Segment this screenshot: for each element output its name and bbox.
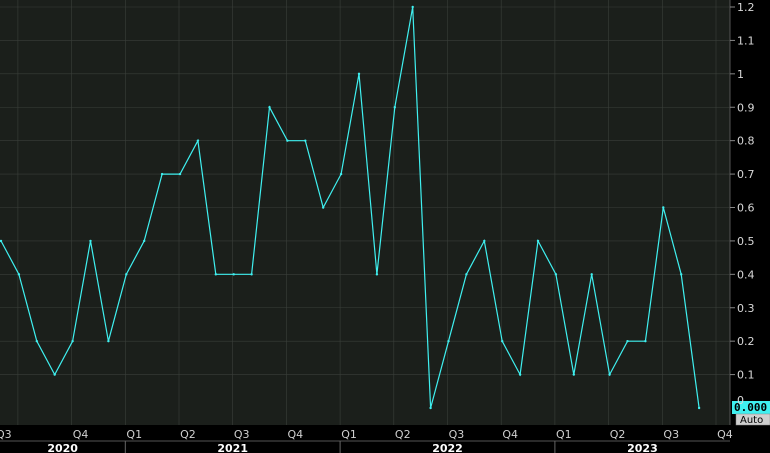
data-point <box>322 206 325 209</box>
data-point <box>250 273 253 276</box>
data-point <box>214 273 217 276</box>
data-point <box>268 106 271 109</box>
data-point <box>71 339 74 343</box>
data-point <box>196 139 200 142</box>
y-tick-label: 1.2 <box>737 1 755 14</box>
data-point <box>554 273 558 276</box>
y-tick-label: 0.1 <box>737 369 755 382</box>
y-tick-label: 0.2 <box>737 335 755 348</box>
data-point <box>35 339 38 343</box>
x-tick-label: Q2 <box>610 428 626 441</box>
data-point <box>572 373 575 376</box>
x-tick-label: Q3 <box>234 428 250 441</box>
x-axis-band <box>0 425 730 453</box>
data-point <box>393 106 396 109</box>
data-point <box>518 373 522 376</box>
data-point <box>339 172 343 176</box>
x-tick-label: Q4 <box>717 428 733 441</box>
y-tick-label: 0.4 <box>737 268 755 281</box>
y-tick-label: 0.7 <box>737 168 755 181</box>
data-point <box>590 273 593 276</box>
y-tick-labels: 0.1 0.2 0.3 0.4 0.5 0.6 0.7 0.8 0.9 1 1.1 1.2 <box>730 1 755 382</box>
y-tick-label: 0.5 <box>737 235 755 248</box>
y-tick-label: 1 <box>737 68 744 81</box>
x-tick-label: Q2 <box>180 428 196 441</box>
y-tick-label: 0.8 <box>737 135 755 148</box>
data-point <box>501 339 504 343</box>
data-point <box>608 373 611 376</box>
data-point <box>680 273 683 276</box>
y-tick-label: 0.9 <box>737 101 755 114</box>
data-point <box>626 339 629 343</box>
data-point <box>125 273 128 276</box>
data-point <box>536 239 540 243</box>
data-point <box>232 273 235 276</box>
x-tick-label: Q3 <box>449 428 465 441</box>
x-tick-label: Q1 <box>341 428 357 441</box>
y-tick-zero: 0 <box>737 394 744 407</box>
data-point <box>17 273 21 276</box>
data-point <box>662 206 665 209</box>
x-tick-label: Q3 <box>663 428 679 441</box>
year-label: 2021 <box>217 442 248 453</box>
auto-button[interactable] <box>735 413 770 426</box>
data-point <box>375 273 379 276</box>
last-value-badge <box>732 401 770 414</box>
x-tick-label: Q1 <box>556 428 572 441</box>
x-tick-label: Q4 <box>288 428 304 441</box>
year-label: 2023 <box>627 442 658 453</box>
x-tick-label: Q4 <box>502 428 518 441</box>
plot-background <box>0 0 730 425</box>
last-value-label: 0.000 <box>734 401 767 414</box>
series-line <box>0 6 700 409</box>
x-tick-label-partial: Q3 <box>0 428 12 441</box>
data-point <box>429 406 432 410</box>
data-point <box>143 239 146 243</box>
data-point <box>465 273 468 276</box>
y-tick-label: 1.1 <box>737 34 755 47</box>
year-label: 2022 <box>432 442 463 453</box>
data-points <box>0 5 701 410</box>
data-point <box>107 339 110 343</box>
data-point <box>483 239 486 243</box>
data-point <box>178 172 182 176</box>
x-tick-label: Q2 <box>395 428 411 441</box>
data-point <box>0 239 3 243</box>
x-tick-label: Q1 <box>126 428 142 441</box>
data-point <box>357 72 361 76</box>
y-tick-label: 0.3 <box>737 302 755 315</box>
quarter-tick-labels: Q4 Q1 Q2 Q3 Q4 Q1 Q2 Q3 Q4 Q1 Q2 Q3 Q4 Q3 <box>0 428 733 441</box>
data-point <box>447 339 450 343</box>
auto-button-label[interactable]: Auto <box>740 415 763 426</box>
data-point <box>411 5 414 9</box>
year-labels: 2020 2021 2022 2023 <box>47 441 658 453</box>
data-point <box>89 239 92 243</box>
data-point <box>304 139 307 142</box>
x-tick-label: Q4 <box>73 428 89 441</box>
data-point <box>644 339 647 343</box>
data-point <box>53 373 56 376</box>
data-point <box>286 139 289 142</box>
vertical-grid <box>17 0 717 441</box>
y-tick-label: 0.6 <box>737 202 755 215</box>
year-label: 2020 <box>47 442 78 453</box>
data-point <box>697 406 701 410</box>
data-point <box>160 172 164 176</box>
